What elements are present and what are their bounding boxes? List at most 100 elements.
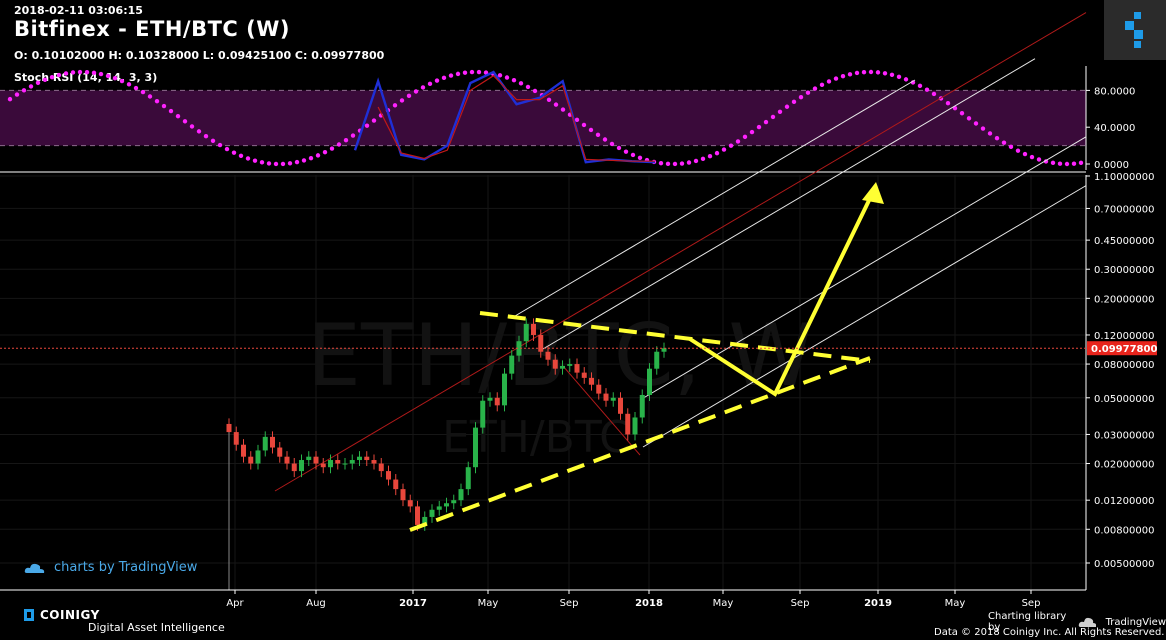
overlay-dot bbox=[700, 156, 706, 162]
overlay-dot bbox=[336, 142, 342, 147]
overlay-dot bbox=[504, 75, 510, 80]
overlay-dot bbox=[294, 159, 300, 165]
overlay-dot bbox=[175, 113, 181, 119]
candle-body bbox=[248, 456, 254, 464]
overlay-dot bbox=[945, 101, 951, 106]
candle-body bbox=[552, 359, 558, 369]
candle-body bbox=[538, 334, 544, 352]
overlay-dot bbox=[287, 161, 293, 166]
overlay-dot bbox=[735, 139, 741, 144]
overlay-dot bbox=[840, 73, 846, 79]
overlay-dot bbox=[1064, 161, 1070, 167]
candle-body bbox=[335, 460, 341, 464]
candle-body bbox=[545, 351, 551, 360]
price-tick-label: 0.08000000 bbox=[1094, 360, 1154, 371]
stoch-rsi-pane: 80.0000 40.0000 0.0000 bbox=[0, 66, 1135, 171]
candle-body bbox=[277, 447, 283, 457]
ohlc-readout: O: 0.10102000 H: 0.10328000 L: 0.0942510… bbox=[14, 49, 385, 62]
overlay-dot bbox=[672, 161, 678, 167]
coinigy-logo-icon bbox=[1125, 12, 1143, 48]
overlay-dot bbox=[252, 158, 258, 163]
overlay-dot bbox=[119, 78, 125, 84]
candle-body bbox=[567, 364, 573, 366]
overlay-dot bbox=[266, 161, 272, 166]
overlay-dot bbox=[707, 154, 713, 159]
tradingview-name: TradingView bbox=[1105, 616, 1166, 628]
last-price-label: 0.09977800 bbox=[1091, 344, 1157, 355]
overlay-dot bbox=[868, 69, 874, 75]
candle-body bbox=[473, 427, 478, 468]
overlay-dot bbox=[455, 71, 461, 77]
overlay-dot bbox=[679, 161, 685, 166]
overlay-dot bbox=[560, 107, 566, 112]
tradingview-cloud-icon bbox=[1079, 617, 1096, 627]
candle-body bbox=[255, 450, 261, 464]
overlay-dot bbox=[924, 87, 930, 92]
overlay-dot bbox=[630, 152, 636, 158]
coinigy-mark-icon bbox=[24, 609, 34, 621]
candle-body bbox=[465, 467, 471, 490]
overlay-dot bbox=[56, 72, 62, 78]
overlay-dot bbox=[959, 111, 965, 116]
overlay-dot bbox=[770, 114, 776, 120]
overlay-dot bbox=[511, 77, 517, 83]
overlay-dot bbox=[525, 84, 531, 90]
candle-body bbox=[494, 397, 500, 406]
resistance-trendline bbox=[479, 311, 871, 363]
price-tick-label: 0.20000000 bbox=[1094, 294, 1154, 305]
candle-body bbox=[378, 463, 384, 472]
overlay-dot bbox=[791, 99, 797, 105]
overlay-dot bbox=[826, 79, 832, 84]
watermark-sub: ETH/BTC bbox=[442, 412, 630, 463]
overlay-dot bbox=[973, 121, 979, 126]
overlay-dot bbox=[1078, 160, 1084, 166]
last-price-badge bbox=[1087, 341, 1157, 356]
overlay-dot bbox=[1015, 148, 1021, 153]
overlay-dot bbox=[518, 81, 524, 86]
overlay-dot bbox=[28, 84, 34, 89]
candle-body bbox=[574, 364, 580, 373]
overlay-dot bbox=[476, 69, 482, 75]
candle-body bbox=[270, 436, 275, 448]
candle-body bbox=[451, 500, 457, 504]
candle-body bbox=[560, 365, 565, 369]
overlay-dot bbox=[315, 153, 321, 158]
overlay-dot bbox=[392, 103, 398, 108]
tradingview-credit[interactable]: charts by TradingView bbox=[24, 560, 197, 575]
candle-body bbox=[241, 444, 246, 457]
overlay-dot bbox=[602, 137, 608, 142]
overlay-dot bbox=[1036, 157, 1042, 162]
overlay-dot bbox=[322, 149, 328, 155]
candle-body bbox=[284, 456, 290, 464]
overlay-dot bbox=[987, 131, 993, 136]
candle-body bbox=[639, 394, 645, 418]
candle-body bbox=[509, 355, 515, 374]
price-tick-label: 0.00500000 bbox=[1094, 559, 1154, 570]
coinigy-logo[interactable] bbox=[1104, 0, 1166, 60]
overlay-dot bbox=[434, 78, 440, 83]
candle-body bbox=[458, 489, 464, 501]
overlay-dot bbox=[301, 158, 307, 163]
overlay-dot bbox=[805, 90, 811, 95]
overlay-dot bbox=[742, 134, 748, 140]
candle-body bbox=[661, 348, 667, 352]
candle-body bbox=[444, 503, 449, 507]
time-tick-label: Sep bbox=[791, 598, 810, 609]
time-tick-label: Sep bbox=[1022, 598, 1041, 609]
support-trendline bbox=[409, 356, 871, 532]
overlay-dot bbox=[182, 119, 188, 124]
time-tick-label: 2017 bbox=[399, 598, 427, 609]
candle-body bbox=[516, 341, 522, 356]
overlay-dot bbox=[21, 88, 27, 93]
time-tick-label: Apr bbox=[226, 598, 244, 609]
overlay-dot bbox=[350, 133, 356, 138]
overlay-dot bbox=[329, 146, 335, 151]
overlay-dot bbox=[595, 132, 601, 138]
overlay-dot bbox=[861, 70, 867, 75]
overlay-dot bbox=[161, 103, 167, 109]
candle-body bbox=[480, 400, 486, 428]
overlay-dot bbox=[819, 82, 825, 88]
overlay-dot bbox=[903, 77, 909, 82]
charting-library-text: Charting library by bbox=[988, 611, 1067, 633]
